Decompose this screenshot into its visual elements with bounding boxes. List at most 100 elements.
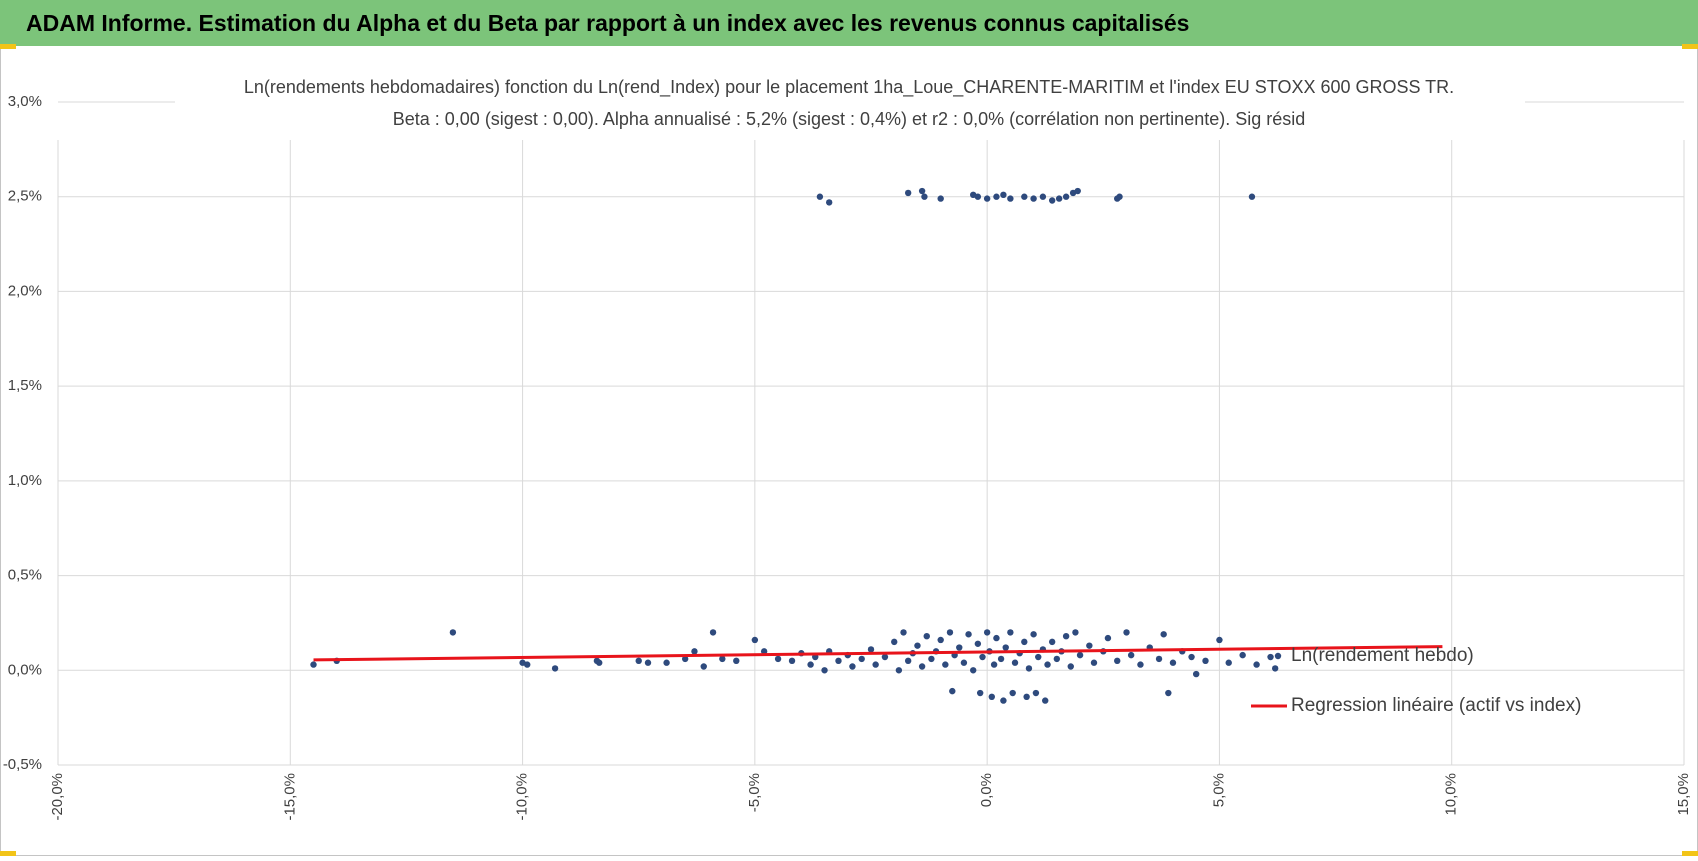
point — [965, 631, 972, 638]
point — [1032, 689, 1040, 697]
point — [691, 648, 698, 655]
legend-label: Regression linéaire (actif vs index) — [1291, 695, 1581, 716]
point — [988, 693, 995, 701]
x-tick-label: -15,0% — [281, 773, 298, 821]
point — [1062, 632, 1070, 640]
point — [895, 667, 903, 674]
point — [983, 629, 991, 636]
point — [904, 189, 912, 197]
point — [807, 661, 814, 668]
point — [921, 193, 928, 200]
point — [914, 642, 921, 649]
point — [1116, 193, 1123, 200]
point — [937, 636, 944, 644]
point — [644, 659, 652, 666]
point — [949, 687, 956, 695]
point — [1021, 193, 1028, 200]
x-tick-label: 0,0% — [978, 773, 995, 807]
point — [1023, 693, 1030, 701]
point — [1165, 689, 1172, 697]
corner — [0, 851, 16, 856]
point — [1030, 631, 1037, 638]
point — [681, 655, 689, 663]
point — [1114, 657, 1121, 665]
point — [1160, 631, 1167, 638]
x-tick-label: -5,0% — [746, 773, 763, 812]
point — [1076, 651, 1084, 659]
legend-label: Ln(rendement hebdo) — [1291, 645, 1474, 666]
point — [1000, 191, 1007, 199]
point — [904, 657, 912, 665]
corner — [1682, 851, 1698, 856]
point — [524, 661, 531, 668]
point — [1239, 651, 1246, 659]
title-bg — [175, 72, 1525, 136]
point — [635, 657, 642, 665]
point — [1169, 659, 1177, 666]
point — [923, 632, 930, 640]
point — [1039, 193, 1047, 200]
point — [751, 636, 759, 644]
point — [1062, 193, 1070, 200]
point — [956, 644, 963, 651]
point — [942, 661, 949, 668]
point — [937, 195, 944, 202]
point — [733, 657, 740, 665]
point — [858, 655, 865, 663]
point — [1248, 193, 1256, 200]
point — [979, 653, 986, 661]
x-tick-label: -20,0% — [49, 773, 66, 821]
corner — [1682, 44, 1698, 49]
point — [1053, 655, 1061, 663]
y-tick-label: 2,5% — [8, 188, 42, 205]
point — [993, 193, 1000, 200]
y-tick-label: -0,5% — [3, 756, 42, 773]
point — [900, 629, 907, 636]
point — [835, 657, 842, 665]
point — [596, 659, 603, 666]
point — [760, 648, 768, 655]
x-tick-label: 15,0% — [1675, 773, 1692, 816]
point — [1137, 661, 1144, 668]
point — [1123, 629, 1130, 636]
point — [1011, 659, 1019, 666]
point — [881, 653, 889, 661]
point — [1202, 657, 1209, 665]
point — [946, 629, 954, 636]
x-tick-label: 10,0% — [1443, 773, 1460, 816]
point — [1000, 697, 1007, 704]
point — [1072, 629, 1079, 636]
point — [1035, 653, 1042, 661]
point — [449, 629, 457, 636]
point — [1021, 638, 1028, 646]
point — [1086, 642, 1093, 649]
point — [872, 661, 879, 668]
point — [993, 634, 1000, 642]
regression-line — [313, 645, 1443, 662]
point — [1009, 689, 1016, 697]
point — [310, 661, 317, 668]
point — [990, 661, 998, 668]
point — [1030, 195, 1037, 202]
chart-subtitle: Beta : 0,00 (sigest : 0,00). Alpha annua… — [393, 109, 1306, 129]
point — [928, 655, 935, 663]
point — [960, 659, 968, 666]
point — [774, 655, 782, 663]
point — [891, 638, 898, 646]
point — [1044, 661, 1051, 668]
y-tick-label: 0,5% — [8, 567, 42, 584]
point — [970, 667, 977, 674]
legend-swatch — [1274, 652, 1282, 660]
point — [983, 195, 991, 202]
plot: -0,5% 0,0% 0,5% 1,0% 1,5% 2,0% 2,5% 3,0% -20,0% -… — [3, 72, 1692, 821]
header-bar — [0, 0, 1698, 46]
y-tick-label: 1,0% — [8, 472, 42, 489]
point — [551, 665, 559, 672]
point — [1007, 629, 1014, 636]
point — [1048, 638, 1056, 646]
point — [1104, 634, 1112, 642]
x-tick-label: -10,0% — [514, 773, 531, 821]
point — [700, 663, 707, 670]
